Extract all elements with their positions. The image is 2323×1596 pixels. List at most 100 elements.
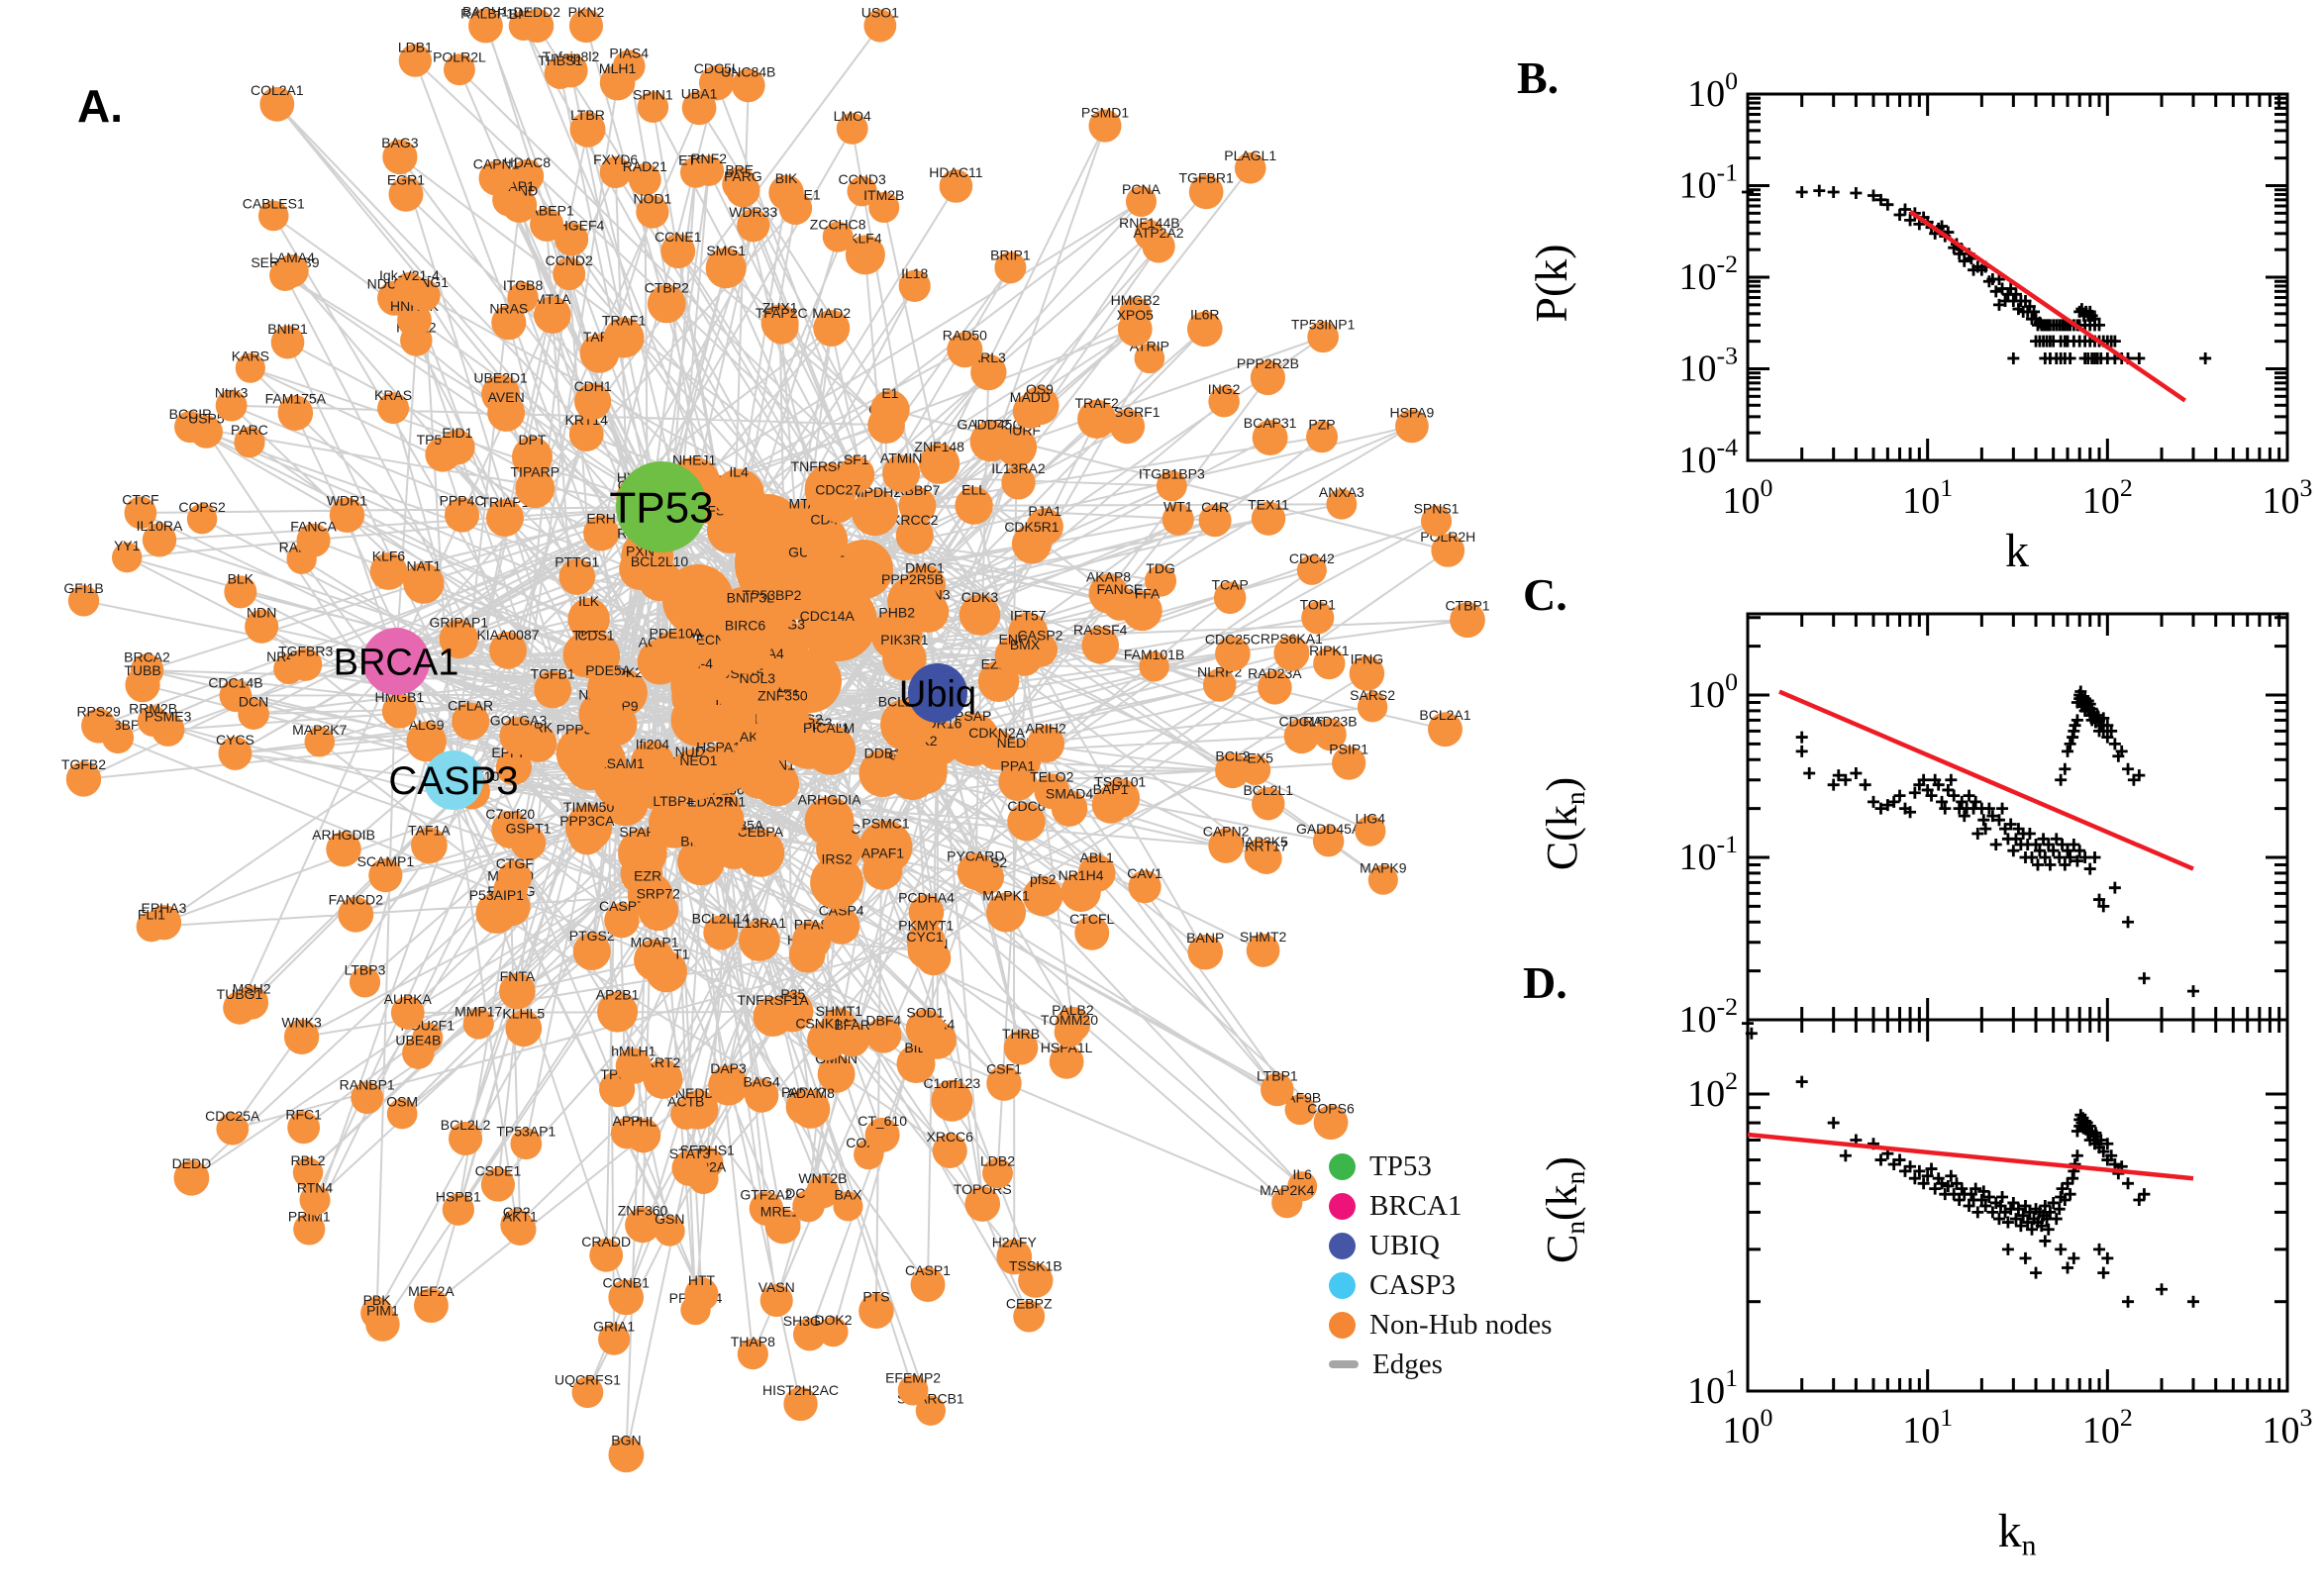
network-node: CAPN1 (473, 155, 520, 196)
network-node: BANP (1186, 930, 1224, 970)
svg-text:LTBR: LTBR (570, 107, 605, 123)
svg-text:101: 101 (1687, 1363, 1738, 1412)
svg-text:CTBP1: CTBP1 (1445, 597, 1489, 613)
network-node: BLK (224, 570, 257, 609)
svg-text:HDAC11: HDAC11 (929, 164, 982, 180)
svg-text:IRS2: IRS2 (822, 850, 853, 866)
data-points (1742, 184, 2212, 364)
svg-text:PALB2: PALB2 (1052, 1002, 1094, 1018)
network-node: LTBP1 (1257, 1068, 1298, 1107)
network-node: E1 (870, 385, 910, 430)
network-node: TDG (1145, 560, 1177, 597)
svg-text:SMAD4: SMAD4 (1046, 785, 1093, 801)
svg-text:BCL2L2: BCL2L2 (441, 1117, 491, 1133)
network-node: PPA1 (998, 757, 1038, 801)
svg-text:AURKA: AURKA (384, 991, 433, 1007)
svg-text:PBK: PBK (363, 1292, 392, 1308)
svg-text:PSIP1: PSIP1 (1329, 742, 1368, 757)
svg-text:XPO5: XPO5 (1117, 307, 1155, 323)
svg-text:CASP2: CASP2 (1018, 628, 1063, 644)
network-node: PCDHA4 (898, 890, 955, 931)
svg-text:POLR2L: POLR2L (433, 49, 486, 64)
svg-text:GADD45A: GADD45A (1296, 821, 1362, 837)
svg-text:AKAP8: AKAP8 (1086, 568, 1131, 584)
charts-panel: 100 101 102 10310010-110-210-310-4kP(k)1001… (1526, 66, 2313, 1562)
network-node: CDC16 (1278, 714, 1325, 754)
svg-text:TP53INP1: TP53INP1 (1291, 317, 1356, 333)
network-node: TOP1 (1300, 596, 1336, 635)
network-node: RANBP1 (340, 1076, 395, 1115)
svg-text:PKN2: PKN2 (568, 4, 605, 20)
network-node: H2AFY (992, 1235, 1037, 1275)
svg-text:ITGB1BP3: ITGB1BP3 (1139, 465, 1205, 481)
network-node: WT1 (1162, 499, 1194, 536)
axis-frame (1746, 1018, 2289, 1393)
network-node: CASP7 (599, 898, 645, 939)
network-node: NAT1 (403, 558, 445, 604)
network-node: PPP2R2B (1237, 355, 1299, 396)
svg-text:FANCD2: FANCD2 (329, 892, 383, 908)
svg-text:CT_610: CT_610 (858, 1113, 907, 1129)
svg-text:TELO2: TELO2 (1030, 768, 1074, 784)
network-node: CTBP2 (645, 279, 689, 324)
network-node: MAPK1 (982, 888, 1030, 933)
svg-text:GTF2A2: GTF2A2 (740, 1186, 792, 1202)
svg-text:SPNS1: SPNS1 (1414, 501, 1460, 517)
svg-text:BCL2L1: BCL2L1 (1243, 782, 1293, 798)
network-node: CFLAR (448, 698, 493, 741)
legend-item-nonhub: Non-Hub nodes (1329, 1305, 1552, 1345)
svg-text:103: 103 (2263, 473, 2313, 522)
svg-text:IL13RA1: IL13RA1 (733, 915, 787, 931)
svg-text:PHB2: PHB2 (878, 604, 915, 620)
network-node: UQCRFS1 (555, 1371, 621, 1409)
svg-text:BCL2A1: BCL2A1 (1419, 707, 1470, 723)
network-node: ITGB8 (503, 277, 543, 314)
svg-text:DOK2: DOK2 (814, 1312, 852, 1328)
network-node: HDAC8 (504, 154, 551, 193)
network-node: CDH1 (574, 378, 612, 421)
svg-text:BAG3: BAG3 (381, 135, 419, 150)
svg-text:BLK: BLK (228, 570, 254, 586)
svg-text:102: 102 (1687, 1066, 1738, 1115)
svg-text:UQCRFS1: UQCRFS1 (555, 1371, 621, 1387)
svg-text:PFAS: PFAS (794, 916, 830, 932)
network-node: LIG4 (1355, 811, 1386, 847)
network-node: ILK (567, 593, 610, 641)
svg-text:BRIP1: BRIP1 (990, 247, 1031, 262)
svg-text:CDC27: CDC27 (815, 482, 860, 498)
svg-text:COL2A1: COL2A1 (251, 82, 304, 98)
network-node: PZP (1306, 416, 1339, 453)
network-node: LMO4 (834, 108, 871, 145)
network-node: SCAMP1 (357, 853, 414, 893)
network-node: LTBP3 (345, 961, 386, 998)
svg-text:TGFB2: TGFB2 (61, 756, 106, 772)
legend-item-casp3: CASP3 (1329, 1265, 1552, 1305)
network-node: PKN2 (568, 4, 605, 44)
network-node: OSM (386, 1094, 418, 1130)
network-node: TUBG1 (217, 986, 263, 1025)
network-node: pfs2 (1023, 871, 1063, 917)
svg-text:RTN4: RTN4 (297, 1179, 334, 1195)
svg-text:10-2: 10-2 (1678, 992, 1738, 1041)
svg-text:RNF2: RNF2 (690, 150, 727, 166)
x-axis-label: k (2005, 525, 2029, 577)
network-node: CTCFL (1069, 911, 1115, 950)
svg-text:CDC5L: CDC5L (694, 60, 740, 76)
svg-text:CCND3: CCND3 (839, 171, 886, 187)
svg-text:FANCA: FANCA (290, 519, 337, 535)
network-node: TSSK1B (1009, 1258, 1062, 1298)
svg-text:C7orf20: C7orf20 (485, 806, 535, 822)
svg-text:SHMT2: SHMT2 (1240, 929, 1287, 945)
network-node: CABLES1 (243, 196, 305, 232)
network-node: CEBPZ (1006, 1296, 1053, 1333)
svg-text:TRIAP1: TRIAP1 (480, 494, 529, 510)
legend-swatch-edges (1329, 1360, 1359, 1368)
network-node: SPIN1 (633, 86, 673, 123)
svg-text:FANCE: FANCE (1097, 581, 1144, 597)
svg-text:MAPK1: MAPK1 (982, 888, 1030, 904)
network-node: FNTA (499, 968, 536, 1010)
svg-text:BGN: BGN (611, 1432, 641, 1447)
legend-item-tp53: TP53 (1329, 1147, 1552, 1186)
svg-text:FAM101B: FAM101B (1124, 647, 1184, 662)
svg-text:ALG9: ALG9 (409, 717, 445, 733)
